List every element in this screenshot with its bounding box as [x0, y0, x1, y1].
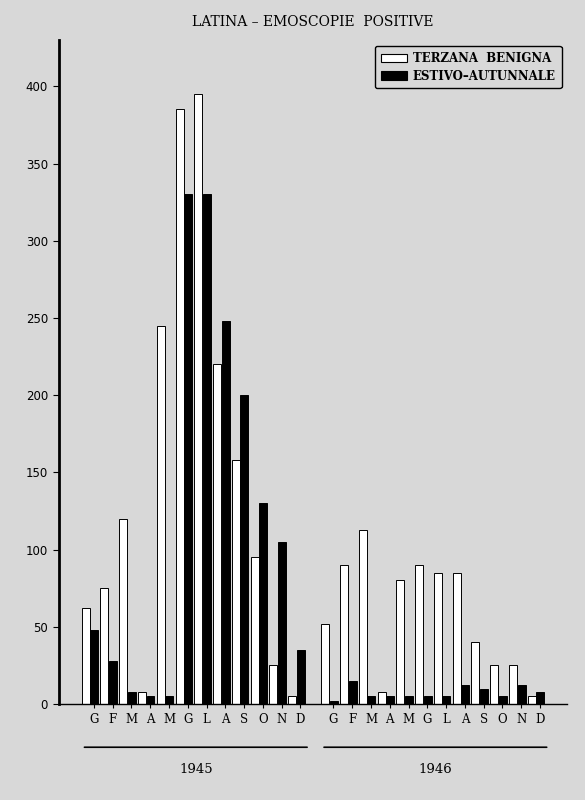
- Bar: [250, 558, 259, 704]
- Bar: [490, 666, 498, 704]
- Bar: [128, 692, 136, 704]
- Bar: [359, 530, 367, 704]
- Bar: [499, 696, 507, 704]
- Bar: [386, 696, 394, 704]
- Bar: [297, 650, 305, 704]
- Bar: [82, 608, 90, 704]
- Legend: TERZANA  BENIGNA, ESTIVO–AUTUNNALE: TERZANA BENIGNA, ESTIVO–AUTUNNALE: [375, 46, 562, 89]
- Bar: [222, 321, 229, 704]
- Bar: [240, 395, 249, 704]
- Bar: [259, 503, 267, 704]
- Bar: [184, 194, 192, 704]
- Bar: [146, 696, 154, 704]
- Bar: [480, 689, 488, 704]
- Bar: [349, 681, 356, 704]
- Bar: [518, 686, 525, 704]
- Bar: [109, 661, 117, 704]
- Bar: [377, 692, 386, 704]
- Bar: [278, 542, 286, 704]
- Bar: [405, 696, 413, 704]
- Bar: [528, 696, 536, 704]
- Bar: [536, 692, 544, 704]
- Bar: [232, 460, 240, 704]
- Bar: [453, 573, 460, 704]
- Bar: [415, 565, 423, 704]
- Bar: [157, 326, 165, 704]
- Bar: [340, 565, 348, 704]
- Bar: [101, 588, 108, 704]
- Bar: [166, 696, 173, 704]
- Bar: [119, 518, 127, 704]
- Bar: [90, 630, 98, 704]
- Text: 1945: 1945: [179, 762, 212, 776]
- Title: LATINA – EMOSCOPIE  POSITIVE: LATINA – EMOSCOPIE POSITIVE: [192, 15, 433, 29]
- Bar: [270, 666, 277, 704]
- Bar: [434, 573, 442, 704]
- Bar: [461, 686, 469, 704]
- Bar: [176, 110, 184, 704]
- Bar: [472, 642, 480, 704]
- Bar: [321, 624, 329, 704]
- Bar: [397, 581, 404, 704]
- Bar: [442, 696, 450, 704]
- Bar: [194, 94, 202, 704]
- Bar: [203, 194, 211, 704]
- Bar: [288, 696, 296, 704]
- Text: 1946: 1946: [418, 762, 452, 776]
- Bar: [330, 701, 338, 704]
- Bar: [509, 666, 517, 704]
- Bar: [138, 692, 146, 704]
- Bar: [367, 696, 376, 704]
- Bar: [424, 696, 432, 704]
- Bar: [213, 364, 221, 704]
